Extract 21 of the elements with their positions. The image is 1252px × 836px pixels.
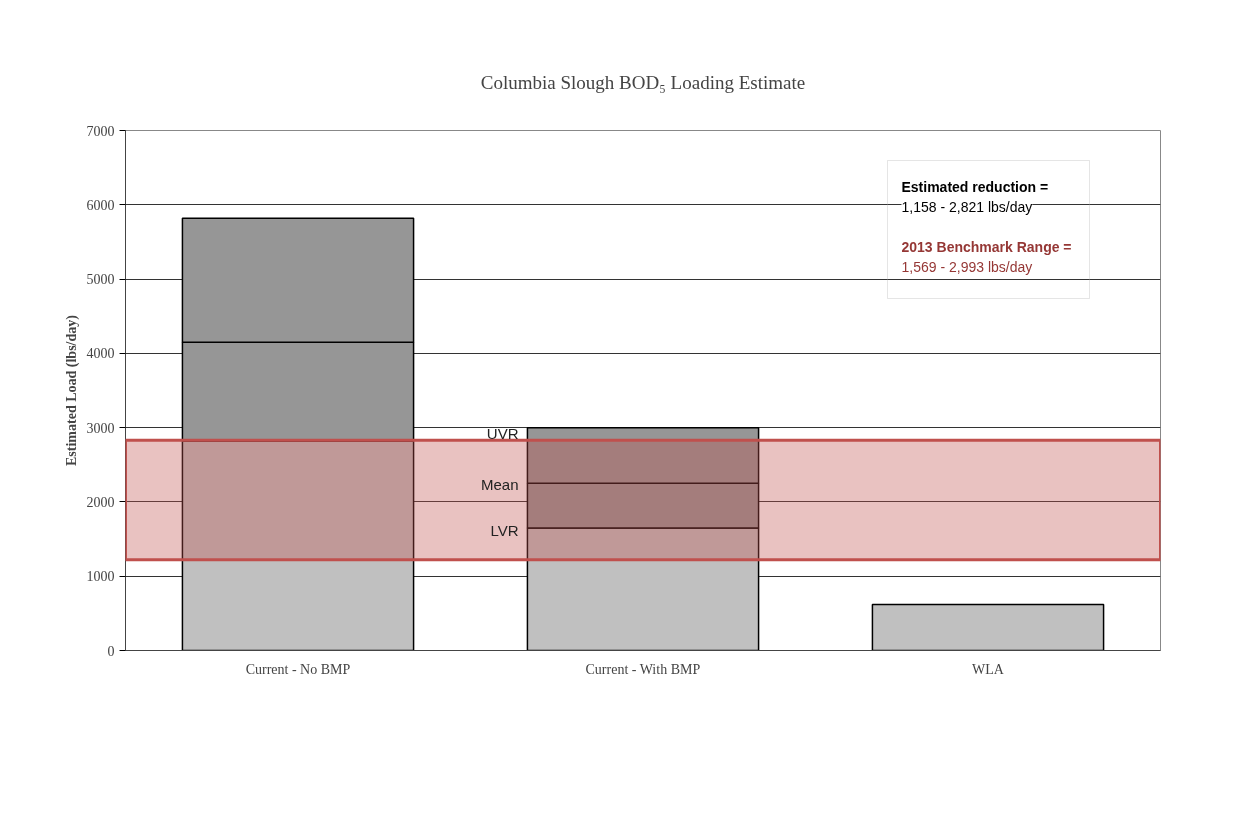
y-tick-label: 4000	[86, 346, 115, 362]
y-tick-label: 1000	[86, 569, 115, 585]
y-axis-title: Estimated Load (lbs/day)	[63, 314, 80, 466]
y-tick-label: 3000	[86, 420, 115, 436]
annotation: 1,569 - 2,993 lbs/day	[901, 258, 1033, 275]
bar	[871, 603, 1105, 651]
annotation: 1,158 - 2,821 lbs/day	[901, 198, 1033, 215]
y-tick-label: 5000	[86, 272, 115, 288]
annotation: LVR	[490, 522, 519, 539]
y-tick-label: 7000	[86, 123, 115, 139]
x-tick-label: WLA	[972, 661, 1005, 677]
y-tick-label: 0	[107, 643, 115, 659]
annotation: 2013 Benchmark Range =	[901, 238, 1072, 255]
y-tick-label: 6000	[86, 197, 115, 213]
annotation: Mean	[480, 476, 519, 493]
x-tick-label: Current - No BMP	[245, 661, 351, 677]
annotation: UVR	[486, 425, 519, 442]
y-tick-label: 2000	[86, 494, 115, 510]
chart-title: Columbia Slough BOD₅ Loading Estimate	[480, 72, 806, 93]
annotation: Estimated reduction =	[901, 178, 1049, 195]
x-tick-label: Current - With BMP	[585, 661, 701, 677]
